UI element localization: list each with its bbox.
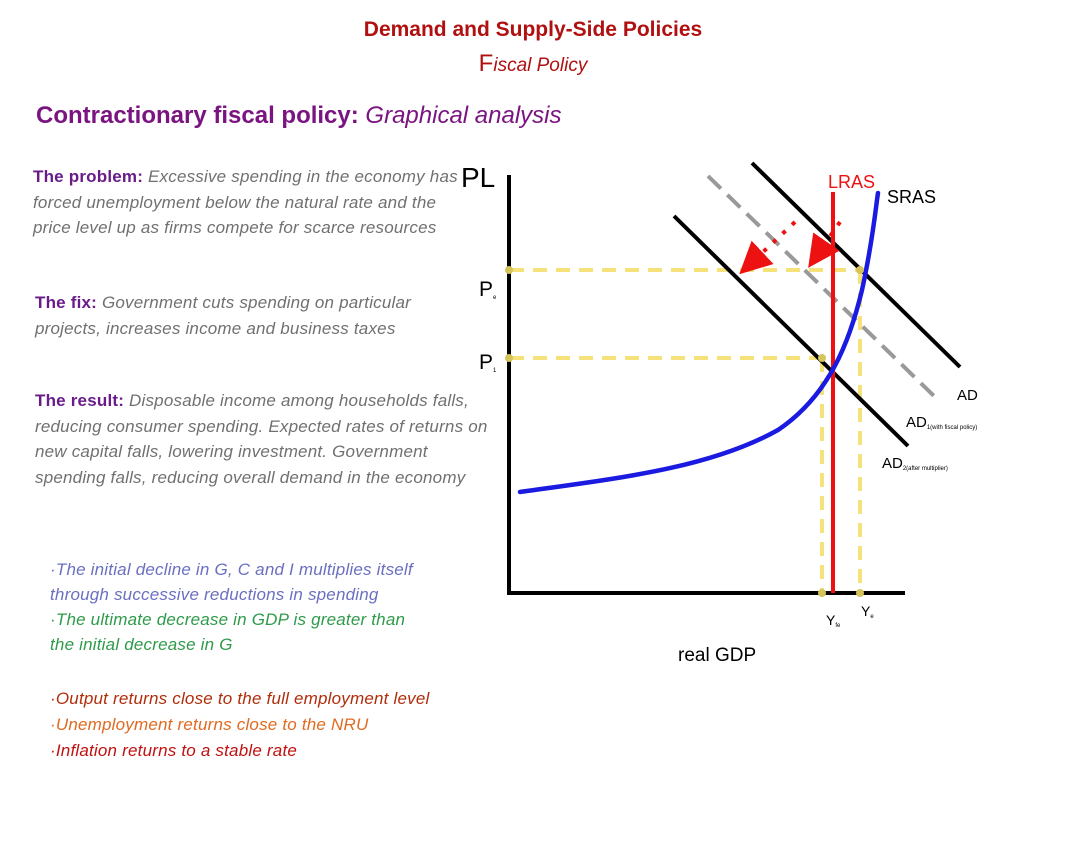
ad2-label: AD2(after multiplier) — [882, 455, 948, 472]
slide-title: Demand and Supply-Side Policies — [363, 18, 703, 41]
section-heading: Contractionary fiscal policy: Graphical … — [36, 102, 562, 130]
bullet-multiplier-line2: through successive reductions in spendin… — [50, 585, 379, 604]
yfe-point — [818, 589, 826, 597]
bullet-unemployment-returns: ·Unemployment returns close to the NRU — [50, 715, 369, 734]
yfe-label: Yfe — [826, 612, 841, 629]
ad2-label-main: AD — [882, 455, 903, 472]
bullet-gdp-decrease-line2: the initial decrease in G — [50, 635, 233, 654]
problem-label: The problem: — [33, 167, 144, 186]
fix-body: Government cuts spending on particular p… — [35, 293, 412, 338]
bullet-inflation-returns: ·Inflation returns to a stable rate — [50, 741, 298, 760]
heading-italic: Graphical analysis — [358, 102, 562, 129]
result-label: The result: — [35, 391, 125, 410]
pe-label-sub: e — [493, 295, 497, 301]
guide-lines — [510, 268, 862, 592]
ad2-label-sub: 2(after multiplier) — [903, 466, 948, 472]
slide-subtitle: Fiscal Policy — [0, 50, 1066, 78]
sras-curve — [517, 190, 881, 495]
fix-label: The fix: — [35, 293, 98, 312]
lras-label: LRAS — [828, 172, 875, 192]
heading-bold: Contractionary fiscal policy: — [36, 102, 359, 129]
pe-label: Pe — [479, 278, 497, 301]
problem-body: Excessive spending in the economy has fo… — [33, 167, 458, 237]
yfe-label-sub: fe — [835, 623, 841, 629]
ad-curve — [750, 161, 962, 369]
shift-arrow-left — [739, 220, 797, 275]
problem-paragraph: The problem: Excessive spending in the e… — [33, 164, 478, 241]
yfe-label-main: Y — [826, 612, 836, 628]
pe-point — [505, 266, 513, 274]
p1-label-main: P — [479, 351, 493, 374]
ad-label: AD — [957, 387, 978, 404]
equilibrium-point-ad2 — [818, 354, 826, 362]
subtitle-initial: F — [478, 50, 494, 77]
x-axis-label: real GDP — [678, 645, 756, 666]
result-body: Disposable income among households falls… — [35, 391, 488, 487]
ye-label: Ye — [861, 603, 874, 620]
p1-label: P1 — [479, 351, 497, 374]
sras-label: SRAS — [887, 187, 936, 207]
bullet-gdp-decrease-line1: ·The ultimate decrease in GDP is greater… — [50, 610, 406, 629]
ye-point — [856, 589, 864, 597]
ad1-label-sub: 1(with fiscal policy) — [927, 425, 977, 431]
result-paragraph: The result: Disposable income among hous… — [35, 388, 495, 490]
equilibrium-point-ad — [856, 266, 864, 274]
p1-label-sub: 1 — [493, 368, 497, 374]
subtitle-rest: iscal Policy — [493, 55, 588, 76]
p1-point — [505, 354, 513, 362]
bullet-output-returns: ·Output returns close to the full employ… — [50, 689, 430, 708]
ye-label-main: Y — [861, 603, 871, 619]
pe-label-main: P — [479, 278, 493, 301]
y-axis-label: PL — [461, 162, 495, 193]
fix-paragraph: The fix: Government cuts spending on par… — [35, 290, 455, 341]
bullet-multiplier-line1: ·The initial decline in G, C and I multi… — [50, 560, 413, 579]
ad2-curve — [672, 214, 910, 448]
ye-label-sub: e — [870, 614, 874, 620]
ad1-label: AD1(with fiscal policy) — [906, 414, 977, 431]
ad1-label-main: AD — [906, 414, 927, 431]
